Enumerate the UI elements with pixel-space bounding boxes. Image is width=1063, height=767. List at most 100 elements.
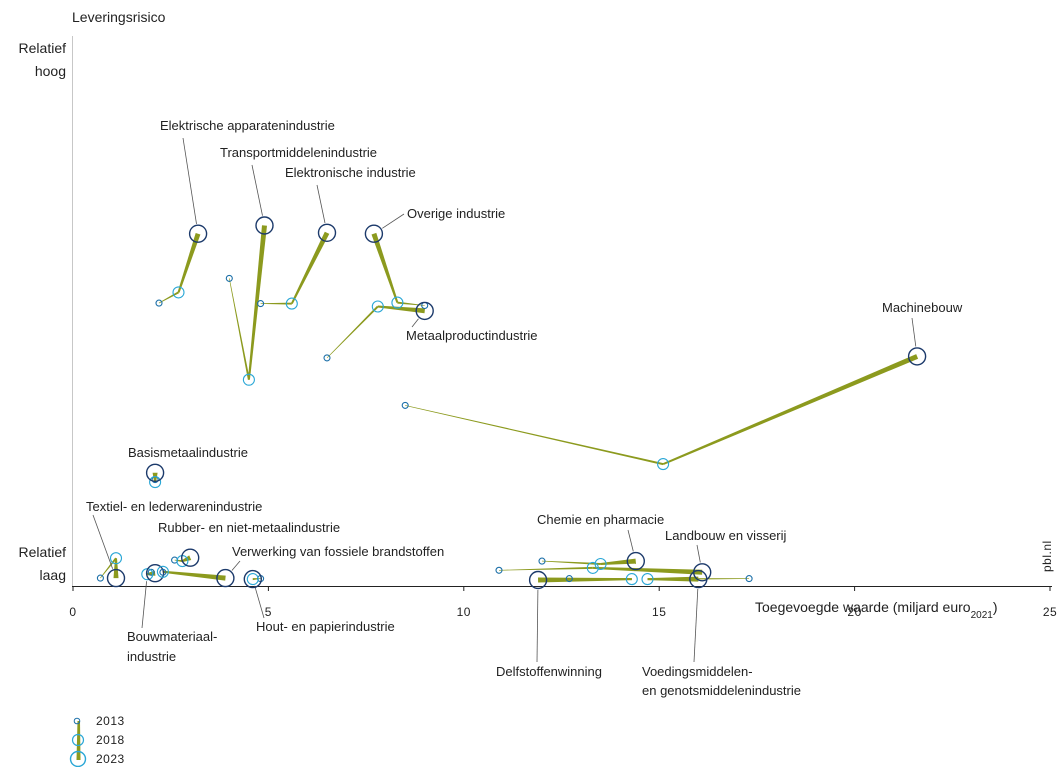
trajectory-2013-2018-chemie-en-pharmacie xyxy=(541,560,601,565)
leader-voeding xyxy=(693,588,699,663)
point-2018-chemie-en-pharmacie xyxy=(594,557,607,571)
x-tick-label-25: 25 xyxy=(1043,605,1057,619)
x-tick-label-15: 15 xyxy=(652,605,666,619)
point-2013-bouwmateriaal-industrie xyxy=(147,568,155,576)
legend-trajectory-line xyxy=(76,721,81,760)
point-2013-delfstoffenwinning xyxy=(565,575,573,583)
trajectory-2018-2023-delfstoffenwinning xyxy=(538,577,632,583)
data-point-circles xyxy=(96,216,927,590)
x-tick-label-10: 10 xyxy=(457,605,471,619)
point-2023-textiel-en-lederwarenindustrie xyxy=(106,568,126,588)
point-2018-elektrische-apparatenindustrie xyxy=(172,286,185,299)
trajectory-lines xyxy=(100,225,919,583)
point-2013-verwerking-van-fossiele-brandstoffen xyxy=(159,568,167,576)
source-tag: pbl.nl xyxy=(1040,540,1054,572)
series-labels: Elektrische apparatenindustrie Transport… xyxy=(86,118,963,698)
point-2013-rubber-en-niet-metaalindustrie xyxy=(171,556,179,564)
legend-2018-marker xyxy=(71,733,85,747)
label-elektrische-apparaten: Elektrische apparatenindustrie xyxy=(160,118,335,133)
legend-2013-marker xyxy=(73,717,81,725)
x-axis-title-main: Toegevoegde waarde (miljard euro xyxy=(755,599,971,615)
trajectory-2018-2023-overige-industrie xyxy=(371,232,399,303)
trajectory-2013-2018-transportmiddelenindustrie xyxy=(229,278,250,380)
leader-textiel xyxy=(92,514,113,569)
y-label-high-line1: Relatief xyxy=(19,40,67,56)
point-2013-landbouw-en-visserij xyxy=(495,566,503,574)
x-axis-title-end: ) xyxy=(993,599,998,615)
point-2023-machinebouw xyxy=(907,347,927,366)
leader-elektrische xyxy=(182,137,197,224)
legend-label-2023: 2023 xyxy=(96,752,125,766)
label-metaalproduct: Metaalproductindustrie xyxy=(406,328,538,343)
point-2023-metaalproductindustrie xyxy=(415,301,434,321)
label-bouwmateriaal-line2: industrie xyxy=(127,649,176,664)
y-label-low-line1: Relatief xyxy=(19,544,67,560)
label-machinebouw: Machinebouw xyxy=(882,300,963,315)
trajectory-2013-2018-metaalproductindustrie xyxy=(326,305,379,359)
trajectory-2013-2018-machinebouw xyxy=(405,405,664,466)
y-label-low-line2: laag xyxy=(40,567,66,583)
point-2013-transportmiddelenindustrie xyxy=(225,274,233,282)
legend-label-2013: 2013 xyxy=(96,714,125,728)
label-overige-industrie: Overige industrie xyxy=(407,206,505,221)
trajectory-2018-2023-basismetaalindustrie xyxy=(152,472,158,483)
point-2018-metaalproductindustrie xyxy=(371,300,384,313)
label-delfstoffen: Delfstoffenwinning xyxy=(496,664,602,679)
trajectory-2018-2023-verwerking-van-fossiele-brandstoffen xyxy=(162,570,226,581)
leader-hout xyxy=(254,585,265,619)
point-2018-voedingsmiddelen-en-genotsmiddelenindustrie xyxy=(641,573,654,586)
x-tick-label-0: 0 xyxy=(69,605,76,619)
leader-landbouw xyxy=(696,544,701,563)
leader-metaalproduct xyxy=(411,318,419,328)
label-bouwmateriaal-line1: Bouwmateriaal- xyxy=(127,629,217,644)
trajectory-2018-2023-rubber-en-niet-metaalindustrie xyxy=(182,555,192,562)
point-2013-machinebouw xyxy=(401,401,409,409)
trajectory-2018-2023-voedingsmiddelen-en-genotsmiddelenindustrie xyxy=(647,576,699,582)
x-tick-label-20: 20 xyxy=(847,605,861,619)
point-2018-transportmiddelenindustrie xyxy=(242,373,255,386)
point-2013-elektronische-industrie xyxy=(257,300,265,308)
label-hout-papier: Hout- en papierindustrie xyxy=(256,619,395,634)
point-2018-elektronische-industrie xyxy=(285,297,298,310)
legend: 2013 2018 2023 xyxy=(69,714,125,767)
leader-fossiel xyxy=(231,560,241,571)
x-axis-ticks: 0 5 10 15 20 25 xyxy=(69,586,1057,619)
point-2023-chemie-en-pharmacie xyxy=(626,551,645,571)
label-basismetaal: Basismetaalindustrie xyxy=(128,445,248,460)
trajectory-2018-2023-elektrische-apparatenindustrie xyxy=(177,233,201,293)
label-landbouw: Landbouw en visserij xyxy=(665,528,787,543)
point-2023-voedingsmiddelen-en-genotsmiddelenindustrie xyxy=(689,569,708,589)
legend-label-2018: 2018 xyxy=(96,733,125,747)
x-axis-title-sub: 2021 xyxy=(971,610,994,621)
leader-elektronisch xyxy=(316,184,326,224)
point-2013-metaalproductindustrie xyxy=(323,354,331,362)
leader-chemie xyxy=(627,529,634,552)
point-2013-voedingsmiddelen-en-genotsmiddelenindustrie xyxy=(745,575,753,583)
trajectory-2013-2018-elektronische-industrie xyxy=(260,302,292,305)
point-2023-elektrische-apparatenindustrie xyxy=(188,224,208,243)
point-2023-delfstoffenwinning xyxy=(528,570,548,590)
point-2023-transportmiddelenindustrie xyxy=(255,216,274,235)
point-2018-overige-industrie xyxy=(391,296,404,309)
trajectory-2013-2018-hout-en-papierindustrie xyxy=(252,578,261,581)
point-2023-elektronische-industrie xyxy=(317,223,337,243)
point-2023-hout-en-papierindustrie xyxy=(243,569,263,589)
point-2018-delfstoffenwinning xyxy=(625,573,638,586)
leader-transport xyxy=(251,164,263,216)
point-2023-overige-industrie xyxy=(364,224,384,243)
x-tick-label-5: 5 xyxy=(265,605,272,619)
trajectory-2018-2023-metaalproductindustrie xyxy=(377,305,425,314)
label-voeding-line2: en genotsmiddelenindustrie xyxy=(642,683,801,698)
trajectory-2018-2023-machinebouw xyxy=(662,354,919,465)
point-2013-textiel-en-lederwarenindustrie xyxy=(96,574,104,582)
y-label-high-line2: hoog xyxy=(35,63,66,79)
label-rubber: Rubber- en niet-metaalindustrie xyxy=(158,520,340,535)
point-2018-landbouw-en-visserij xyxy=(586,561,599,574)
point-2018-machinebouw xyxy=(657,458,670,471)
label-chemie: Chemie en pharmacie xyxy=(537,512,664,527)
trajectory-2013-2018-rubber-en-niet-metaalindustrie xyxy=(174,559,183,563)
x-axis-title: Toegevoegde waarde (miljard euro2021) xyxy=(755,599,998,621)
y-axis-title: Leveringsrisico xyxy=(72,9,166,25)
label-transportmiddelen: Transportmiddelenindustrie xyxy=(220,145,377,160)
